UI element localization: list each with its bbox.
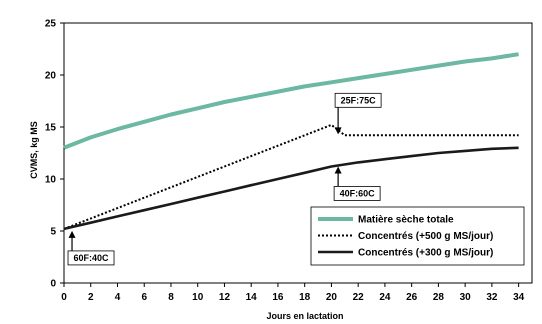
y-tick-label: 15 xyxy=(45,123,57,134)
x-tick-label: 30 xyxy=(460,292,472,303)
x-tick-label: 28 xyxy=(433,292,445,303)
y-tick-label: 20 xyxy=(45,71,57,82)
annotation-label: 60F:40C xyxy=(74,253,110,263)
annotation-arrowhead xyxy=(334,166,342,174)
x-tick-label: 2 xyxy=(88,292,94,303)
plot-frame xyxy=(63,22,533,284)
x-tick-label: 16 xyxy=(272,292,284,303)
x-tick-label: 10 xyxy=(192,292,204,303)
y-tick-label: 10 xyxy=(45,175,57,186)
y-tick-label: 25 xyxy=(45,19,57,30)
legend-entry-2: Concentrés (+500 g MS/jour) xyxy=(358,231,493,242)
annotation-label: 40F:60C xyxy=(340,188,376,198)
x-tick-label: 14 xyxy=(246,292,258,303)
x-tick-label: 32 xyxy=(486,292,498,303)
y-tick-label: 5 xyxy=(50,227,56,238)
legend-entry-3: Concentrés (+300 g MS/jour) xyxy=(358,248,493,259)
x-tick-label: 34 xyxy=(513,292,525,303)
x-tick-label: 4 xyxy=(115,292,121,303)
x-tick-label: 22 xyxy=(353,292,365,303)
x-tick-label: 26 xyxy=(406,292,418,303)
annotation-label: 25F:75C xyxy=(341,95,377,105)
y-axis-label: CVMS, kg MS xyxy=(29,121,39,179)
x-tick-label: 0 xyxy=(61,292,67,303)
legend-entry-1: Matière sèche totale xyxy=(358,215,454,226)
x-tick-label: 8 xyxy=(168,292,174,303)
annotation-box xyxy=(333,186,381,201)
series-line-3 xyxy=(63,146,519,231)
x-tick-label: 12 xyxy=(219,292,231,303)
annotation-arrowhead xyxy=(334,127,342,135)
annotation-box xyxy=(67,250,115,266)
x-axis-label: Jours en lactation xyxy=(266,311,343,321)
x-tick-label: 6 xyxy=(141,292,147,303)
series-line-1 xyxy=(63,52,519,150)
x-tick-label: 24 xyxy=(379,292,391,303)
annotation-box xyxy=(334,92,382,108)
annotation-arrowhead xyxy=(68,230,76,238)
x-tick-label: 18 xyxy=(299,292,311,303)
x-tick-label: 20 xyxy=(326,292,338,303)
y-tick-label: 0 xyxy=(50,279,56,290)
